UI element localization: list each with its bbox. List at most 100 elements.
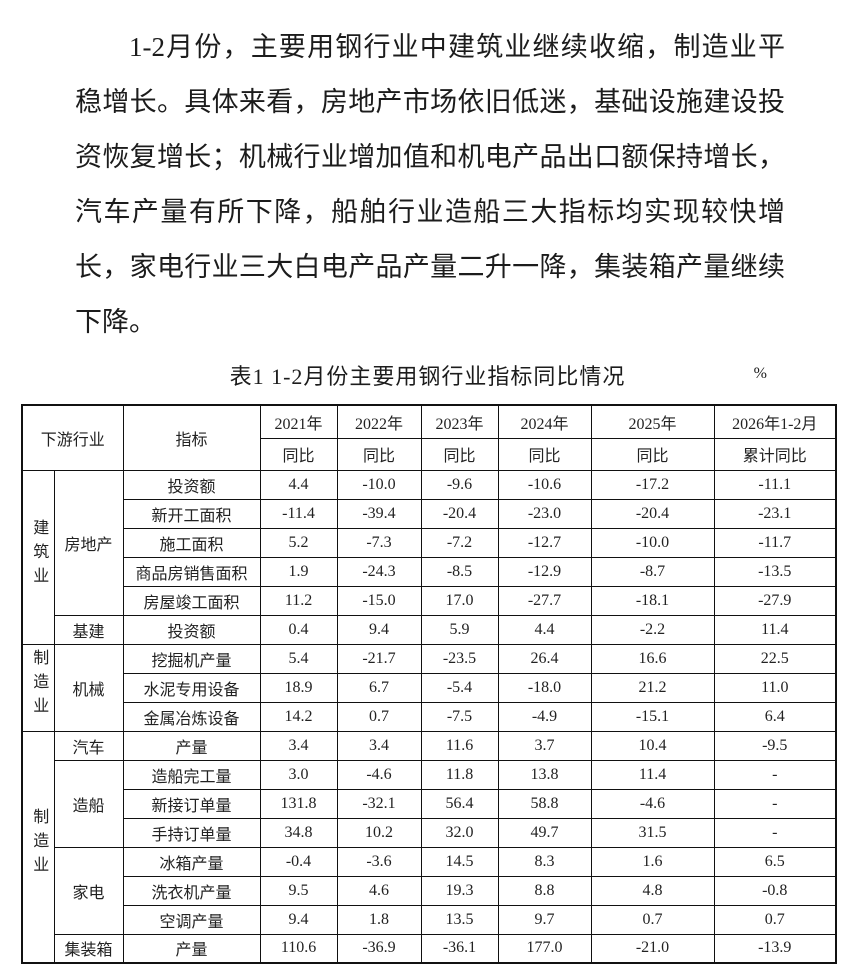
value-cell: 6.4 bbox=[713, 701, 837, 732]
table-row: 基建 投资额 0.4 9.4 5.9 4.4 -2.2 11.4 bbox=[22, 614, 837, 645]
table-caption-row: 表1 1-2月份主要用钢行业指标同比情况 % bbox=[0, 359, 855, 391]
indicator-cell: 新开工面积 bbox=[122, 498, 261, 529]
header-row-years: 下游行业 指标 2021年 2022年 2023年 2024年 2025年 20… bbox=[21, 404, 837, 471]
value-cell: 19.3 bbox=[420, 875, 499, 906]
value-cell: 1.9 bbox=[259, 556, 338, 587]
intro-paragraph: 1-2月份，主要用钢行业中建筑业继续收缩，制造业平稳增长。具体来看，房地产市场依… bbox=[75, 32, 785, 337]
value-cell: -39.4 bbox=[336, 498, 422, 529]
value-cell: -2.2 bbox=[590, 614, 715, 645]
value-cell: -10.6 bbox=[497, 469, 592, 500]
table-caption: 表1 1-2月份主要用钢行业指标同比情况 bbox=[229, 364, 626, 389]
value-cell: 22.5 bbox=[713, 643, 837, 674]
value-cell: 18.9 bbox=[259, 672, 338, 703]
indicator-cell: 金属冶炼设备 bbox=[122, 701, 261, 732]
value-cell: 3.4 bbox=[336, 730, 422, 761]
value-cell: -4.9 bbox=[497, 701, 592, 732]
table-row: 建筑业 房地产 投资额 4.4 -10.0 -9.6 -10.6 -17.2 -… bbox=[21, 469, 837, 645]
value-cell: - bbox=[713, 788, 837, 819]
sub-industry-cell: 机械 bbox=[53, 643, 124, 732]
table-row: 房屋竣工面积 11.2 -15.0 17.0 -27.7 -18.1 -27.9 bbox=[22, 585, 837, 616]
value-cell: 1.6 bbox=[590, 846, 715, 877]
table-row: 水泥专用设备 18.9 6.7 -5.4 -18.0 21.2 11.0 bbox=[22, 672, 837, 703]
table-row: 家电 冰箱产量 -0.4 -3.6 14.5 8.3 1.6 6.5 bbox=[22, 846, 837, 935]
value-cell: 11.2 bbox=[259, 585, 338, 616]
sub-industry-cell: 基建 bbox=[53, 614, 124, 645]
value-cell: 5.4 bbox=[259, 643, 338, 674]
industry-group-cell: 制造业 bbox=[21, 643, 55, 732]
header-row-yoy: 同比 同比 同比 同比 同比 累计同比 bbox=[22, 437, 837, 471]
value-cell: -17.2 bbox=[590, 469, 715, 500]
value-cell: 0.7 bbox=[590, 904, 715, 935]
value-cell: 0.7 bbox=[713, 904, 837, 935]
sub-industry-cell: 家电 bbox=[53, 846, 124, 935]
value-cell: -18.0 bbox=[497, 672, 592, 703]
value-cell: 14.2 bbox=[259, 701, 338, 732]
value-cell: -24.3 bbox=[336, 556, 422, 587]
indicator-cell: 造船完工量 bbox=[122, 759, 261, 790]
col-subheader-yoy-2022: 同比 bbox=[336, 437, 422, 471]
col-header-industry: 下游行业 bbox=[21, 404, 124, 471]
value-cell: -15.1 bbox=[590, 701, 715, 732]
value-cell: 3.7 bbox=[497, 730, 592, 761]
value-cell: -10.0 bbox=[590, 527, 715, 558]
indicator-cell: 产量 bbox=[122, 933, 261, 964]
value-cell: -23.5 bbox=[420, 643, 499, 674]
table-row: 手持订单量 34.8 10.2 32.0 49.7 31.5 - bbox=[22, 817, 837, 848]
value-cell: -9.5 bbox=[713, 730, 837, 761]
value-cell: 4.4 bbox=[497, 614, 592, 645]
indicator-cell: 房屋竣工面积 bbox=[122, 585, 261, 616]
value-cell: 4.6 bbox=[336, 875, 422, 906]
value-cell: 21.2 bbox=[590, 672, 715, 703]
value-cell: -21.7 bbox=[336, 643, 422, 674]
value-cell: 6.5 bbox=[713, 846, 837, 877]
table-row: 新接订单量 131.8 -32.1 56.4 58.8 -4.6 - bbox=[22, 788, 837, 819]
value-cell: 17.0 bbox=[420, 585, 499, 616]
indicator-cell: 投资额 bbox=[122, 614, 261, 645]
industry-group-cell: 建筑业 bbox=[21, 469, 55, 645]
value-cell: -3.6 bbox=[336, 846, 422, 877]
value-cell: -27.9 bbox=[713, 585, 837, 616]
value-cell: 11.0 bbox=[713, 672, 837, 703]
value-cell: -8.5 bbox=[420, 556, 499, 587]
value-cell: 11.6 bbox=[420, 730, 499, 761]
col-subheader-cum-yoy-2026: 累计同比 bbox=[713, 437, 837, 471]
value-cell: 131.8 bbox=[259, 788, 338, 819]
col-subheader-yoy-2021: 同比 bbox=[259, 437, 338, 471]
value-cell: -4.6 bbox=[590, 788, 715, 819]
indicator-cell: 挖掘机产量 bbox=[122, 643, 261, 674]
value-cell: 6.7 bbox=[336, 672, 422, 703]
col-subheader-yoy-2024: 同比 bbox=[497, 437, 592, 471]
value-cell: -23.1 bbox=[713, 498, 837, 529]
sub-industry-cell: 造船 bbox=[53, 759, 124, 848]
value-cell: -7.5 bbox=[420, 701, 499, 732]
value-cell: -15.0 bbox=[336, 585, 422, 616]
value-cell: - bbox=[713, 817, 837, 848]
value-cell: -12.9 bbox=[497, 556, 592, 587]
value-cell: 0.4 bbox=[259, 614, 338, 645]
table-unit-label: % bbox=[753, 365, 767, 382]
value-cell: -20.4 bbox=[590, 498, 715, 529]
table-row: 制造业 机械 挖掘机产量 5.4 -21.7 -23.5 26.4 16.6 2… bbox=[21, 643, 837, 732]
value-cell: 13.8 bbox=[497, 759, 592, 790]
col-header-2025: 2025年 bbox=[590, 404, 715, 439]
value-cell: - bbox=[713, 759, 837, 790]
value-cell: 49.7 bbox=[497, 817, 592, 848]
value-cell: -23.0 bbox=[497, 498, 592, 529]
col-header-2023: 2023年 bbox=[420, 404, 499, 439]
value-cell: 3.0 bbox=[259, 759, 338, 790]
value-cell: 13.5 bbox=[420, 904, 499, 935]
col-header-2024: 2024年 bbox=[497, 404, 592, 439]
value-cell: -13.5 bbox=[713, 556, 837, 587]
value-cell: -4.6 bbox=[336, 759, 422, 790]
value-cell: -21.0 bbox=[590, 933, 715, 964]
value-cell: 110.6 bbox=[259, 933, 338, 964]
value-cell: 14.5 bbox=[420, 846, 499, 877]
col-header-indicator: 指标 bbox=[122, 404, 261, 471]
industry-group-label: 制造业 bbox=[30, 649, 48, 721]
value-cell: 0.7 bbox=[336, 701, 422, 732]
value-cell: -11.4 bbox=[259, 498, 338, 529]
value-cell: -5.4 bbox=[420, 672, 499, 703]
value-cell: 4.8 bbox=[590, 875, 715, 906]
value-cell: 56.4 bbox=[420, 788, 499, 819]
